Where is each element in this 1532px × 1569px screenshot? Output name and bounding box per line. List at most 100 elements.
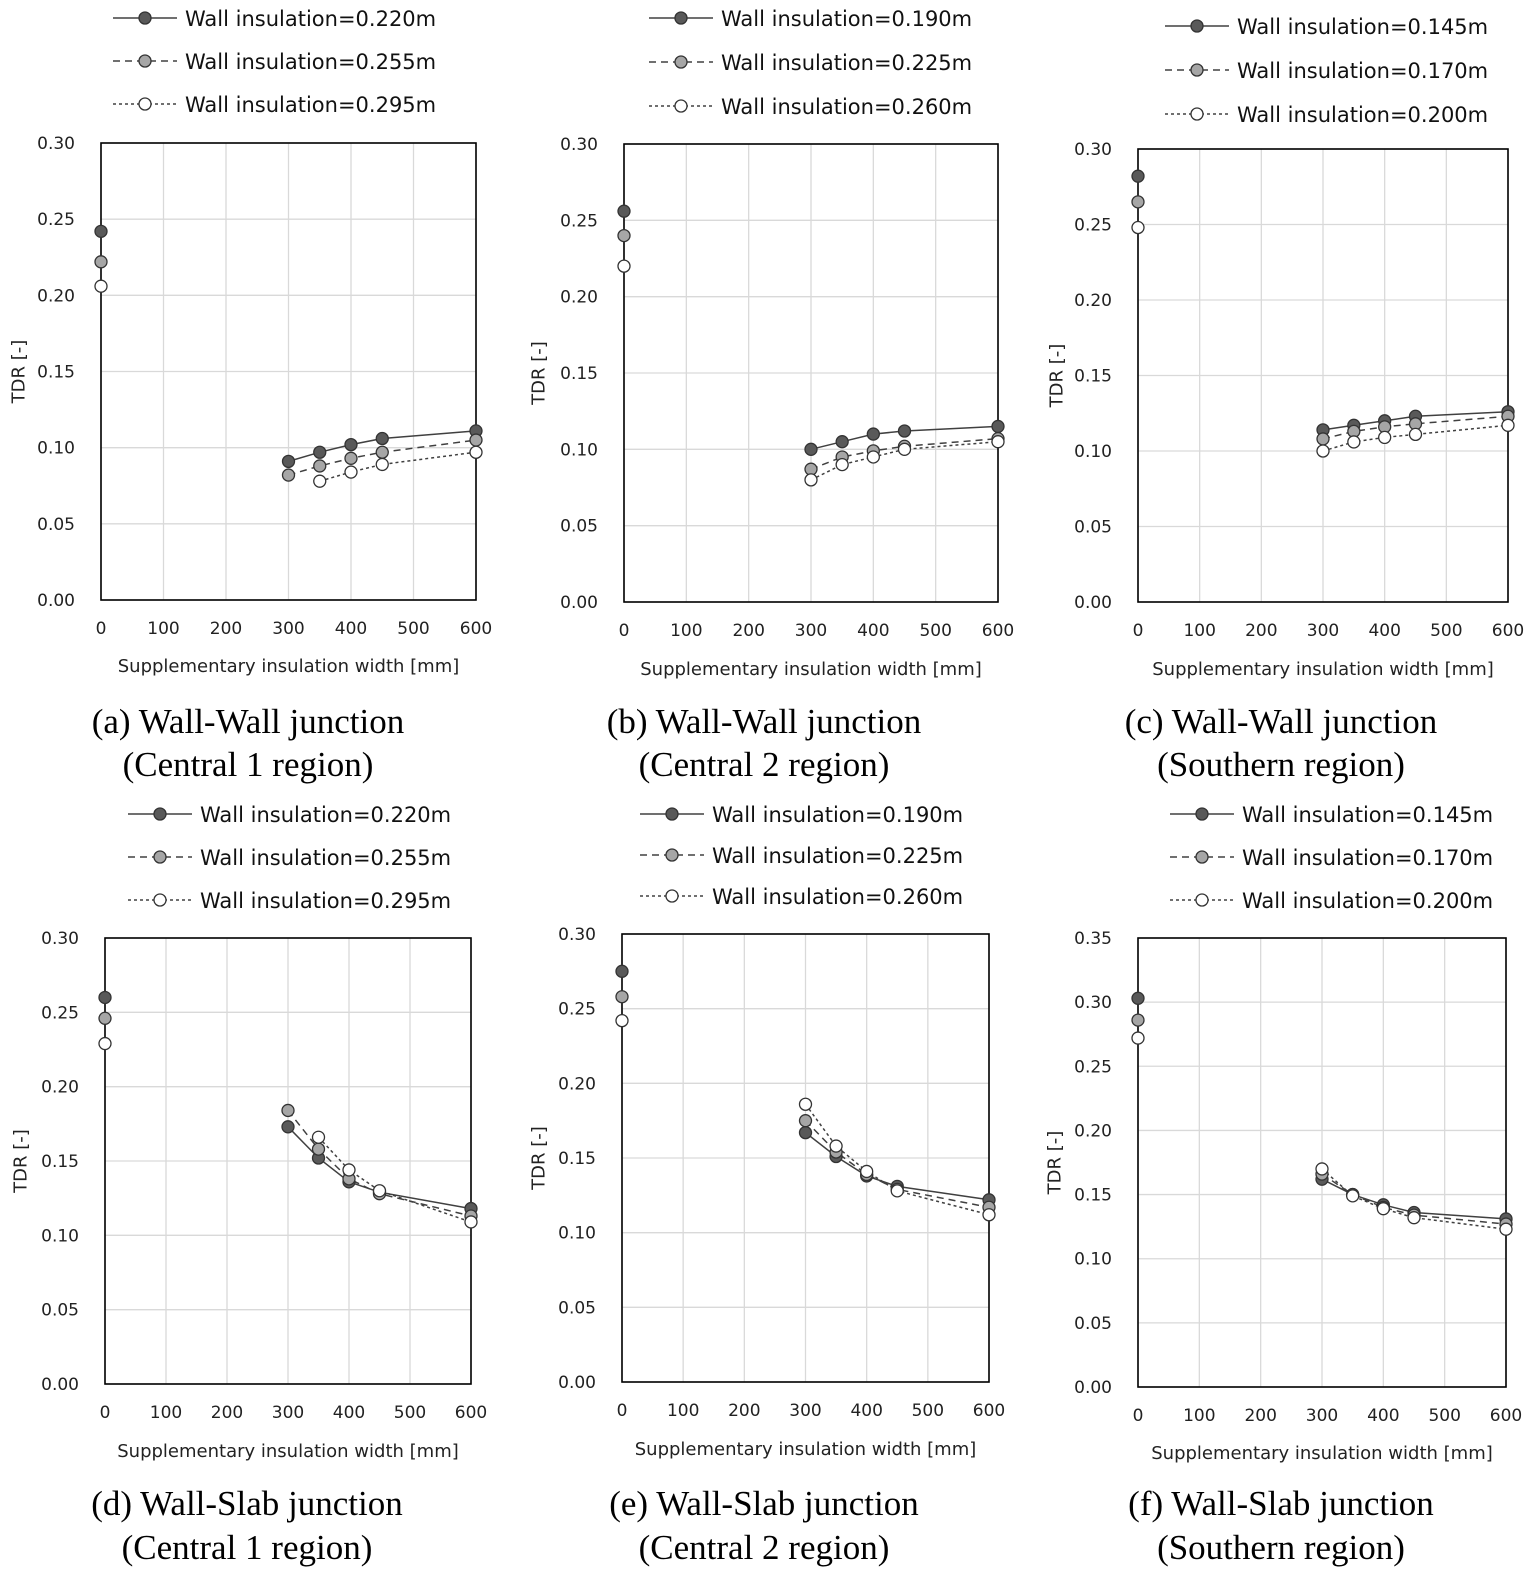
x-axis-title: Supplementary insulation width [mm] bbox=[635, 1439, 977, 1460]
y-tick-label: 0.30 bbox=[37, 134, 75, 154]
data-point-series-3 bbox=[617, 259, 631, 273]
legend-label-2: Wall insulation=0.170m bbox=[1242, 846, 1493, 870]
legend-marker-2 bbox=[1190, 63, 1204, 77]
y-axis-title: TDR [-] bbox=[528, 341, 549, 406]
caption-title: (f) Wall-Slab junction bbox=[1128, 1484, 1434, 1523]
data-point-series-2 bbox=[281, 1103, 295, 1118]
x-tick-label: 400 bbox=[333, 1403, 365, 1423]
legend-label-2: Wall insulation=0.225m bbox=[721, 51, 972, 75]
data-point-series-2 bbox=[98, 1011, 112, 1025]
x-tick-label: 0 bbox=[1133, 621, 1144, 641]
data-point-series-2 bbox=[344, 451, 358, 465]
data-point-series-2 bbox=[469, 433, 483, 447]
caption-region: (Central 2 region) bbox=[639, 1528, 890, 1567]
data-point-series-3 bbox=[469, 445, 483, 459]
y-tick-label: 0.30 bbox=[1074, 993, 1112, 1013]
x-tick-label: 100 bbox=[150, 1403, 182, 1423]
y-tick-label: 0.30 bbox=[1074, 140, 1112, 160]
caption-title: (b) Wall-Wall junction bbox=[607, 702, 921, 741]
data-point-series-2 bbox=[375, 445, 389, 459]
caption-title: (c) Wall-Wall junction bbox=[1125, 702, 1438, 741]
legend-marker-3 bbox=[674, 99, 688, 113]
y-tick-label: 0.15 bbox=[558, 1149, 596, 1169]
x-tick-label: 200 bbox=[728, 1401, 760, 1421]
data-point-series-3 bbox=[375, 457, 389, 472]
data-point-series-3 bbox=[835, 457, 849, 472]
x-axis-title: Supplementary insulation width [mm] bbox=[1151, 1443, 1493, 1464]
caption-title: (d) Wall-Slab junction bbox=[91, 1484, 402, 1523]
legend-label-1: Wall insulation=0.220m bbox=[185, 7, 436, 31]
plot-area bbox=[621, 933, 990, 1383]
legend-marker-1 bbox=[1190, 19, 1204, 33]
y-tick-label: 0.20 bbox=[41, 1078, 79, 1098]
legend-label-3: Wall insulation=0.200m bbox=[1237, 103, 1488, 127]
plot-area bbox=[1137, 937, 1507, 1388]
data-point-series-1 bbox=[991, 419, 1005, 434]
x-tick-label: 300 bbox=[272, 1403, 304, 1423]
y-axis-title: TDR [-] bbox=[8, 340, 29, 405]
data-point-series-1 bbox=[897, 424, 912, 438]
x-tick-label: 600 bbox=[460, 619, 492, 639]
y-axis-title: TDR [-] bbox=[1044, 1131, 1065, 1196]
x-tick-label: 300 bbox=[795, 621, 827, 641]
y-tick-label: 0.00 bbox=[558, 1373, 596, 1393]
x-axis-title: Supplementary insulation width [mm] bbox=[117, 1441, 459, 1462]
x-tick-label: 600 bbox=[1490, 1406, 1522, 1426]
legend-marker-1 bbox=[674, 11, 688, 25]
data-point-series-1 bbox=[835, 435, 849, 449]
x-tick-label: 500 bbox=[394, 1403, 426, 1423]
data-point-series-1 bbox=[281, 454, 296, 469]
y-axis-title: TDR [-] bbox=[10, 1129, 31, 1194]
y-tick-label: 0.30 bbox=[41, 929, 79, 949]
x-tick-label: 200 bbox=[732, 621, 764, 641]
y-tick-label: 0.20 bbox=[1074, 1121, 1112, 1141]
legend-label-2: Wall insulation=0.255m bbox=[200, 846, 451, 870]
x-tick-label: 200 bbox=[1244, 1406, 1276, 1426]
data-point-series-2 bbox=[617, 228, 631, 243]
y-tick-label: 0.05 bbox=[560, 517, 598, 537]
data-point-series-3 bbox=[1408, 427, 1423, 442]
data-point-series-3 bbox=[890, 1184, 904, 1198]
legend-marker-1 bbox=[1195, 807, 1209, 821]
x-tick-label: 0 bbox=[619, 621, 630, 641]
plot-area bbox=[104, 937, 472, 1385]
data-point-series-2 bbox=[1316, 432, 1330, 446]
y-tick-label: 0.10 bbox=[1074, 1250, 1112, 1270]
data-point-series-2 bbox=[281, 468, 296, 482]
x-tick-label: 400 bbox=[1367, 1406, 1399, 1426]
data-point-series-3 bbox=[1499, 1222, 1513, 1236]
data-point-series-1 bbox=[804, 442, 818, 456]
data-point-series-1 bbox=[615, 964, 629, 978]
data-point-series-1 bbox=[281, 1120, 295, 1134]
y-tick-label: 0.05 bbox=[1074, 1314, 1112, 1334]
data-point-series-3 bbox=[829, 1139, 843, 1153]
legend-label-1: Wall insulation=0.190m bbox=[712, 803, 963, 827]
legend-label-3: Wall insulation=0.200m bbox=[1242, 889, 1493, 913]
y-tick-label: 0.10 bbox=[37, 439, 75, 459]
legend-label-3: Wall insulation=0.260m bbox=[721, 95, 972, 119]
series-line-3 bbox=[319, 451, 477, 482]
data-point-series-3 bbox=[344, 465, 358, 479]
y-tick-label: 0.35 bbox=[1074, 929, 1112, 949]
legend-marker-1 bbox=[138, 11, 152, 25]
data-point-series-1 bbox=[866, 427, 880, 441]
caption-region: (Central 2 region) bbox=[639, 745, 890, 784]
y-axis-title: TDR [-] bbox=[528, 1126, 549, 1191]
chart-a: 0 100 200 300 400 500 600 0.00 0.05 0.10 0.15 0.20 0… bbox=[8, 7, 492, 784]
chart-b: 0 100 200 300 400 500 600 0.00 0.05 0.10 0.15 0.20 0… bbox=[528, 7, 1014, 784]
legend-label-2: Wall insulation=0.225m bbox=[712, 844, 963, 868]
y-tick-label: 0.25 bbox=[41, 1003, 79, 1023]
data-point-series-1 bbox=[1131, 991, 1145, 1005]
data-point-series-2 bbox=[1131, 195, 1145, 209]
x-tick-label: 100 bbox=[147, 619, 179, 639]
x-tick-label: 300 bbox=[272, 619, 304, 639]
data-point-series-3 bbox=[1315, 1162, 1329, 1176]
data-point-series-1 bbox=[98, 990, 112, 1005]
legend-label-2: Wall insulation=0.255m bbox=[185, 50, 436, 74]
x-tick-label: 400 bbox=[335, 619, 367, 639]
legend-label-1: Wall insulation=0.220m bbox=[200, 803, 451, 827]
legend-label-3: Wall insulation=0.295m bbox=[185, 93, 436, 117]
y-tick-label: 0.10 bbox=[558, 1224, 596, 1244]
legend-marker-3 bbox=[138, 97, 152, 111]
